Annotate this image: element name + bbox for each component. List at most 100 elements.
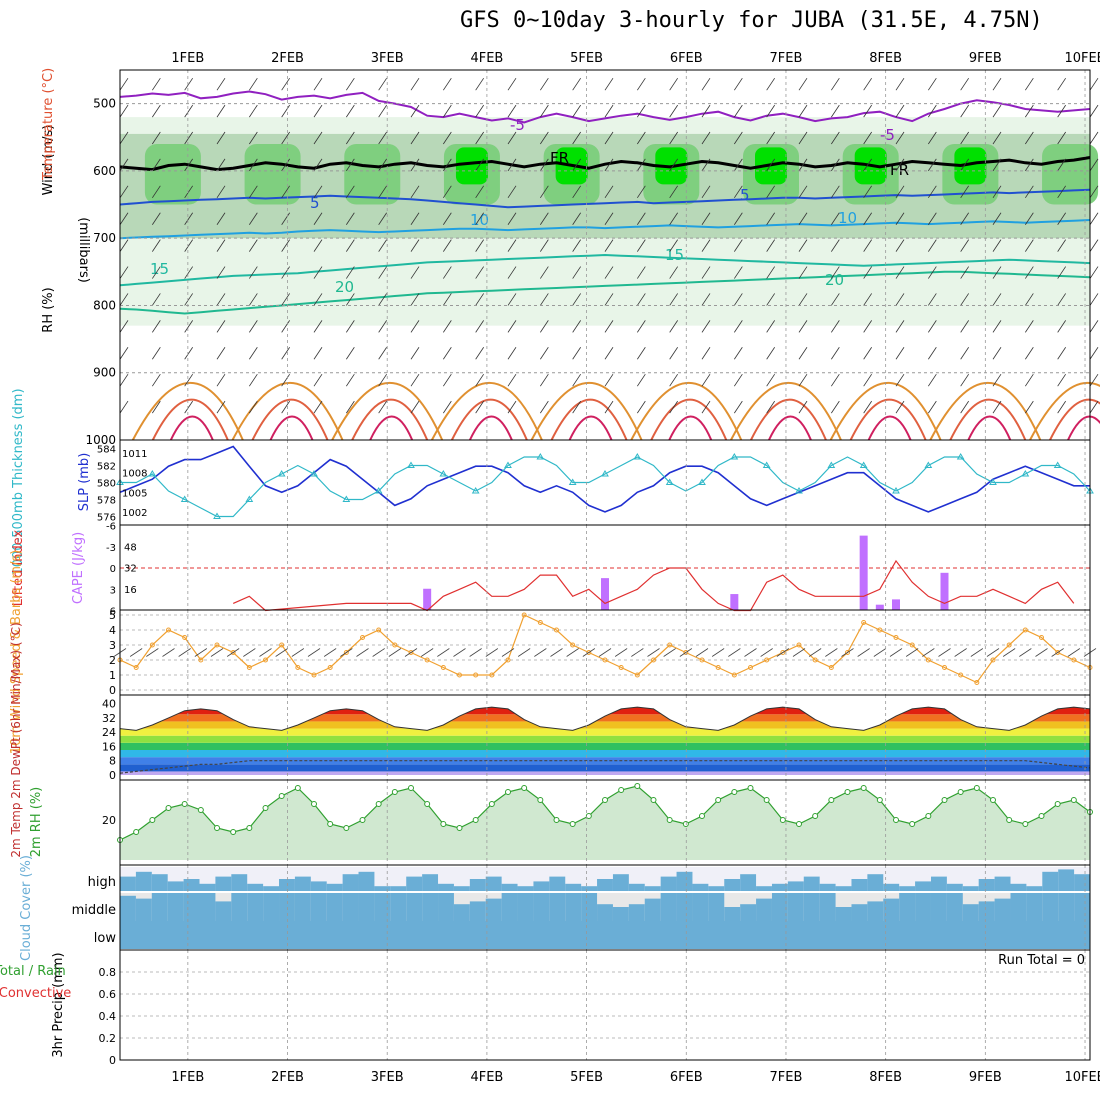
- wind-barb: [1057, 185, 1066, 199]
- wind-barb: [1057, 104, 1066, 118]
- cape-bar: [892, 599, 900, 610]
- wind-barb: [1089, 77, 1099, 91]
- wind-tick: 1: [109, 669, 116, 682]
- rh-marker: [860, 785, 867, 791]
- wind-barb-10m: [760, 648, 773, 657]
- wind-barb: [701, 293, 711, 306]
- ylabel-temp: Temperature (°C): [41, 68, 56, 181]
- cloud-middle-bar: [708, 893, 725, 921]
- rh-marker: [165, 805, 172, 811]
- wind-speed-marker: [473, 672, 479, 678]
- date-label-bottom: 1FEB: [171, 1070, 204, 1085]
- temp-tick: 24: [102, 726, 116, 739]
- wind-tick: 4: [109, 624, 116, 637]
- rh-marker: [246, 825, 253, 831]
- wind-barb: [669, 320, 678, 333]
- cloud-high-bar: [819, 883, 837, 891]
- rh-marker: [990, 797, 996, 803]
- wind-barb-10m: [938, 648, 951, 657]
- wind-barb-10m: [1067, 648, 1081, 657]
- wind-barb: [281, 266, 290, 279]
- cloud-low-bar: [120, 921, 1090, 949]
- wind-barb: [443, 266, 452, 279]
- wind-barb: [410, 131, 420, 145]
- wind-barb: [313, 131, 323, 145]
- wind-barb: [572, 104, 581, 118]
- wind-barb: [960, 239, 969, 252]
- rh-marker: [796, 821, 802, 827]
- wind-speed-marker: [521, 612, 527, 618]
- wind-barb: [831, 185, 840, 199]
- rh-marker: [1038, 813, 1045, 819]
- wind-barb: [863, 185, 872, 199]
- wind-barb: [378, 104, 387, 118]
- rh-area: [120, 786, 1090, 860]
- wind-barb: [895, 131, 905, 145]
- wind-barb-10m: [1035, 648, 1048, 657]
- rh-marker: [666, 817, 673, 823]
- wind-barb-10m: [808, 648, 822, 657]
- temp-contour-35: [967, 415, 1012, 441]
- wind-barb: [572, 158, 581, 172]
- wind-barb: [378, 266, 387, 279]
- wind-barb: [637, 400, 646, 414]
- temp-tick: 40: [102, 698, 116, 711]
- wind-tick: 5: [109, 609, 116, 622]
- wind-barb: [184, 266, 193, 279]
- thickness-marker: [374, 487, 383, 494]
- temp-contour-30: [849, 398, 927, 441]
- ylabel-precip: 3hr Precip (mm): [51, 952, 66, 1057]
- wind-barb: [1025, 400, 1034, 414]
- wind-barb: [475, 320, 484, 333]
- wind-barb: [1057, 131, 1066, 145]
- temp-bands: [120, 707, 1090, 775]
- ylabel-thickness: 1000-500mb Thickness (dm): [11, 388, 26, 575]
- cloud-high-bg: [390, 867, 407, 891]
- wind-barb: [1089, 185, 1099, 199]
- wind-barb: [313, 400, 323, 414]
- wind-barb: [928, 266, 937, 279]
- temp-contour-35: [1067, 415, 1100, 441]
- wind-barb: [346, 158, 355, 172]
- wind-barb: [669, 293, 678, 306]
- wind-barb: [249, 212, 258, 225]
- wind-barb: [734, 293, 743, 306]
- wind-barb: [184, 77, 193, 91]
- wind-barb: [831, 212, 840, 225]
- wind-speed-marker: [828, 665, 834, 670]
- wind-barb: [928, 158, 937, 172]
- wind-barb: [313, 212, 323, 225]
- wind-barb: [152, 239, 161, 252]
- rh-marker: [973, 785, 980, 791]
- cloud-middle-bar: [485, 898, 503, 921]
- rh-marker: [569, 821, 576, 827]
- wind-barb-10m: [388, 648, 402, 657]
- wind-barb: [992, 293, 1002, 306]
- wind-barb: [572, 77, 581, 91]
- wind-barb: [346, 212, 355, 225]
- rh-blob-dark: [344, 144, 401, 205]
- cloud-middle-bar: [724, 907, 741, 921]
- temp-contour-15: [119, 253, 1091, 287]
- date-label-bottom: 5FEB: [570, 1070, 603, 1085]
- wind-barb: [766, 158, 775, 172]
- wind-barb: [637, 131, 646, 145]
- wind-barb-10m: [291, 648, 305, 657]
- li-tick: -3: [106, 543, 116, 554]
- wind-barb: [1025, 373, 1034, 387]
- cloud-high-bar: [740, 874, 757, 891]
- wind-barb: [540, 320, 549, 333]
- rh-marker: [262, 805, 269, 811]
- wind-barb: [798, 104, 808, 118]
- wind-speed-marker: [764, 657, 770, 663]
- wind-barb: [119, 347, 129, 360]
- wind-barb: [637, 293, 646, 306]
- wind-barb: [346, 320, 355, 333]
- wind-barb: [475, 212, 484, 225]
- wind-barb: [960, 104, 969, 118]
- cloud-high-bar: [326, 883, 344, 891]
- wind-barb: [637, 320, 646, 333]
- wind-barb: [313, 266, 323, 279]
- temp-contour-35: [369, 415, 414, 441]
- temp-contour-25: [231, 382, 344, 441]
